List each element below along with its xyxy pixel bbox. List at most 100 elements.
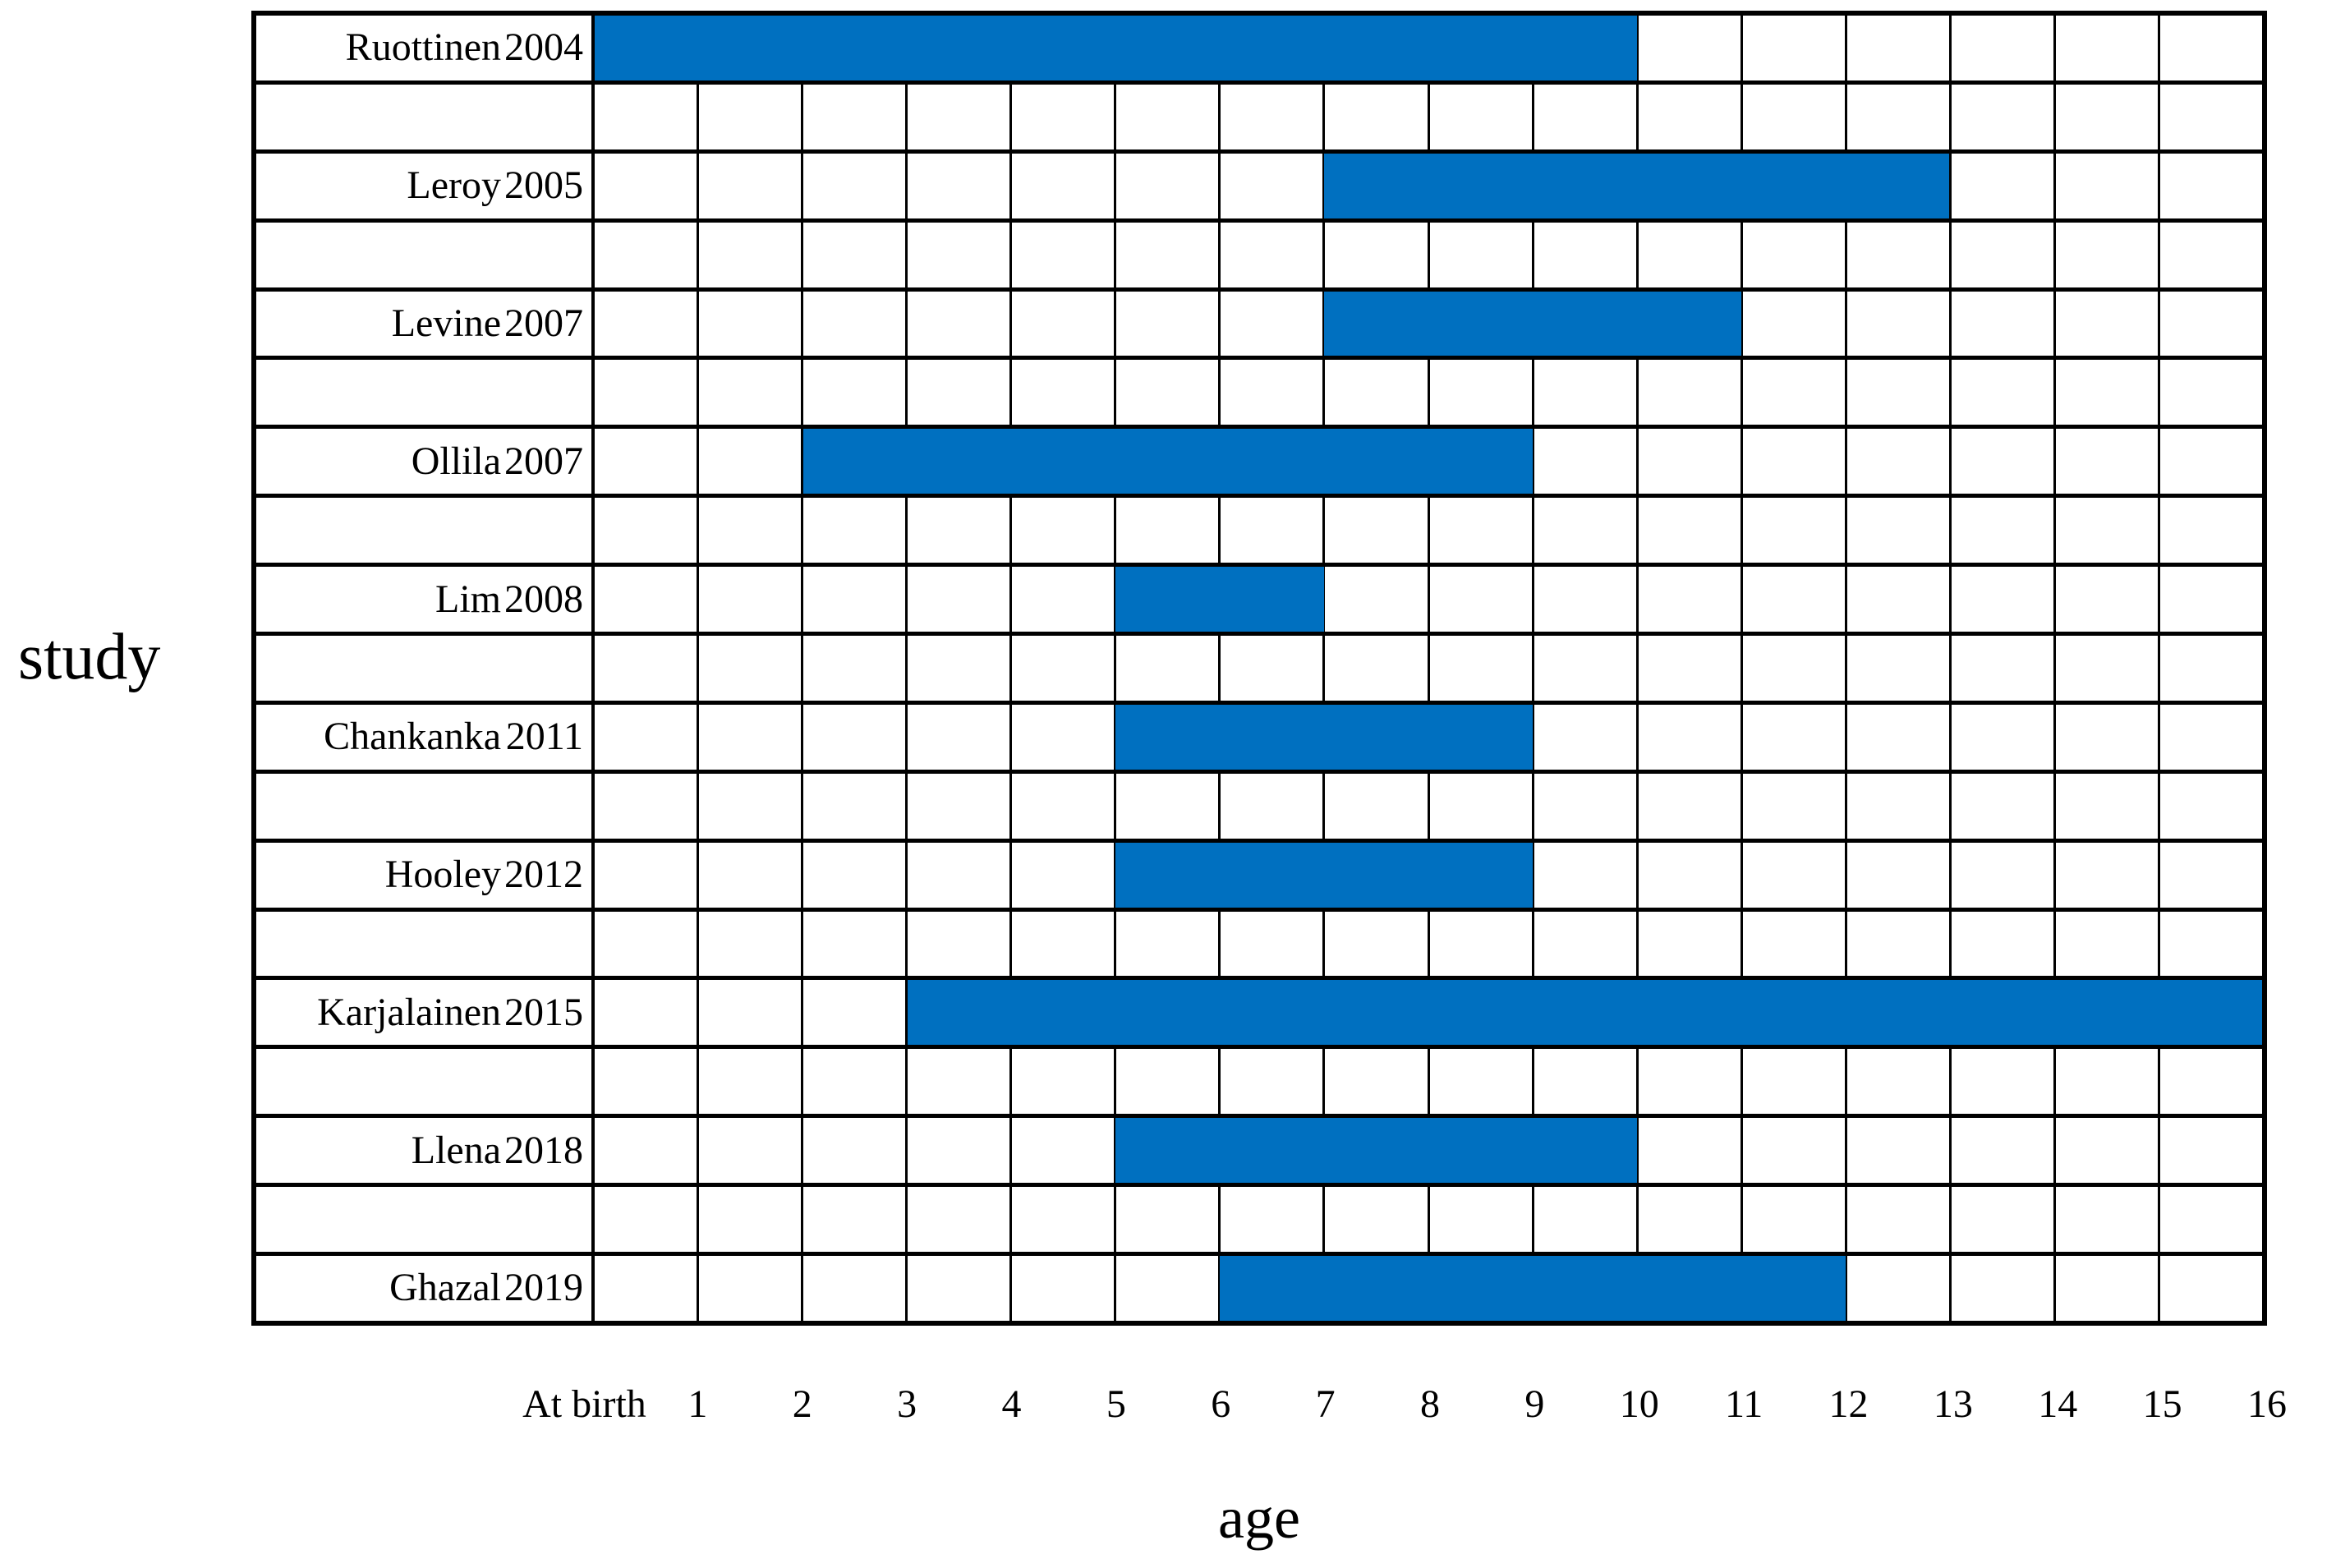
grid-cell	[1325, 360, 1430, 425]
grid-cell	[1847, 16, 1952, 80]
grid-cell	[699, 980, 804, 1046]
grid-cell	[1847, 704, 1952, 770]
grid-cell	[1116, 773, 1221, 839]
grid-cell	[595, 84, 700, 149]
grid-cell	[1325, 1049, 1430, 1115]
grid-cell	[2160, 567, 2262, 632]
empty-label-cell	[256, 1049, 595, 1115]
study-row-llena: Llena 2018	[256, 1114, 2262, 1184]
grid-cell	[595, 842, 700, 908]
grid-cell	[1743, 291, 1847, 356]
study-label: Ollila 2007	[256, 429, 595, 494]
grid-cell	[1847, 773, 1952, 839]
x-tick-label-12: 12	[1828, 1382, 1869, 1426]
grid-cell	[1639, 360, 1743, 425]
grid-cell	[1534, 429, 1639, 494]
grid-cell	[2160, 843, 2262, 908]
grid-cell	[1847, 222, 1952, 287]
study-name: Hooley	[384, 853, 501, 897]
grid-cell	[1534, 16, 1639, 80]
study-row-ruottinen: Ruottinen 2004	[256, 16, 2262, 80]
grid-cell	[803, 1256, 908, 1321]
grid-cell	[699, 773, 804, 839]
age-cells	[595, 153, 2262, 218]
grid-cell	[595, 911, 700, 977]
grid-cell	[1743, 1118, 1847, 1184]
grid-cell	[595, 636, 700, 701]
grid-cell	[2160, 705, 2262, 770]
x-axis-tick-labels: At birth 1 2 3 4 5 6 7 8 9 10 11 12 13 14 15 16	[522, 1382, 2287, 1442]
study-label: Ruottinen 2004	[256, 16, 595, 80]
grid-cell	[1221, 773, 1326, 839]
grid-cell	[1639, 498, 1743, 563]
empty-label-cell	[256, 636, 595, 701]
grid-cell	[908, 911, 1013, 977]
grid-cell	[1012, 636, 1117, 701]
grid-cell	[1952, 911, 2056, 977]
study-label: Levine 2007	[256, 291, 595, 356]
grid-cell	[1012, 498, 1117, 563]
grid-cell	[1221, 222, 1326, 287]
grid-cell	[2056, 498, 2160, 563]
grid-cell	[2056, 84, 2160, 149]
grid-cell	[1221, 1049, 1326, 1115]
grid-cell	[1847, 1118, 1952, 1184]
x-tick-label-8: 8	[1420, 1382, 1440, 1426]
grid-cell	[1847, 1049, 1952, 1115]
age-cells	[595, 1256, 2262, 1321]
grid-cell	[1012, 567, 1117, 632]
grid-cell	[1221, 911, 1326, 977]
age-cells	[595, 636, 2262, 701]
study-name: Llena	[411, 1128, 501, 1172]
grid-cell	[1847, 567, 1952, 632]
grid-cell	[1430, 429, 1534, 494]
age-range-bar-lim	[1115, 567, 1325, 632]
grid-cell	[1430, 636, 1534, 701]
study-year: 2004	[504, 25, 583, 70]
grid-cell	[1847, 153, 1952, 218]
spacer-row	[256, 907, 2262, 977]
grid-cell	[1743, 911, 1847, 977]
study-year: 2011	[505, 715, 583, 759]
grid-cell	[803, 291, 908, 356]
study-year: 2007	[504, 439, 583, 483]
age-range-bar-karjalainen	[907, 980, 2262, 1046]
grid-cell	[1012, 911, 1117, 977]
age-cells	[595, 291, 2262, 356]
x-tick-label-13: 13	[1933, 1382, 1973, 1426]
grid-cell	[2056, 773, 2160, 839]
grid-cell	[699, 360, 804, 425]
grid-cell	[803, 498, 908, 563]
grid-cell	[1743, 1187, 1847, 1253]
age-range-bar-hooley	[1115, 842, 1533, 908]
grid-cell	[595, 1256, 700, 1321]
grid-cell	[2056, 911, 2160, 977]
grid-cell	[1952, 704, 2056, 770]
grid-cell	[1221, 291, 1326, 356]
grid-cell	[1534, 704, 1639, 770]
grid-cell	[1116, 291, 1221, 356]
grid-cell	[2160, 1256, 2262, 1321]
study-row-leroy: Leroy 2005	[256, 149, 2262, 218]
age-cells	[595, 1187, 2262, 1253]
x-tick-label-9: 9	[1524, 1382, 1545, 1426]
empty-label-cell	[256, 498, 595, 563]
grid-cell	[595, 153, 700, 218]
x-tick-label-4: 4	[1001, 1382, 1022, 1426]
grid-cell	[908, 842, 1013, 908]
age-range-bar-ollila	[802, 429, 1533, 494]
grid-cell	[2056, 1049, 2160, 1115]
age-cells	[595, 773, 2262, 839]
grid-cell	[595, 1187, 700, 1253]
grid-cell	[699, 1049, 804, 1115]
empty-label-cell	[256, 360, 595, 425]
empty-label-cell	[256, 84, 595, 149]
grid-cell	[1325, 567, 1430, 632]
grid-cell	[1116, 1256, 1221, 1321]
age-cells	[595, 911, 2262, 977]
grid-cell	[1743, 429, 1847, 494]
grid-cell	[595, 360, 700, 425]
study-year: 2018	[504, 1128, 583, 1172]
grid-cell	[1743, 360, 1847, 425]
grid-cell	[1743, 1049, 1847, 1115]
